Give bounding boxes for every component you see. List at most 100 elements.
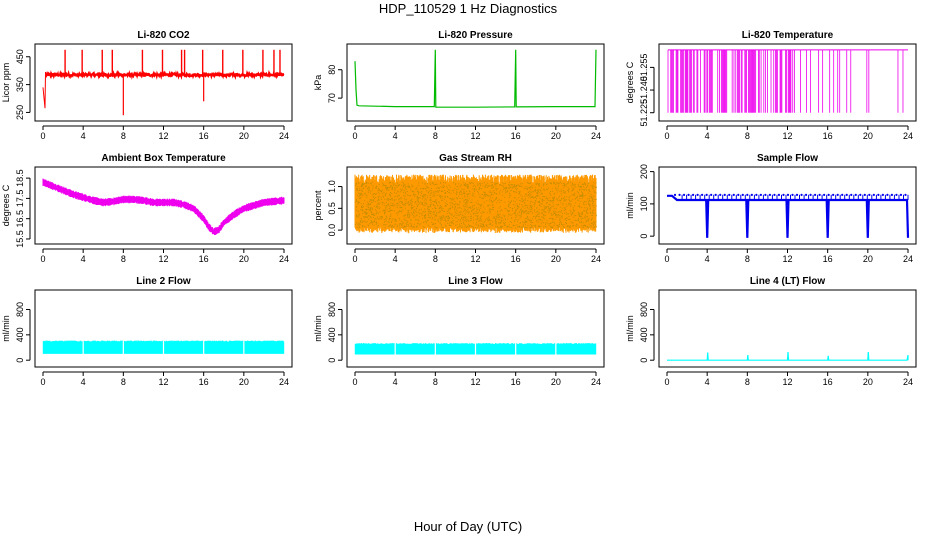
series-line [667,194,910,238]
plot-frame [346,289,605,368]
panel-8: Line 3 Flow 0 4 8 12 16 20 24 0 400 800 ml/min [313,276,605,387]
sample-flow-point [872,193,875,196]
x-tick-label: 0 [352,377,357,387]
sample-flow-point [732,193,735,196]
x-tick-label: 20 [863,131,873,141]
x-tick-label: 12 [470,254,480,264]
x-tick-label: 24 [279,131,289,141]
sample-flow-point [818,193,821,196]
y-tick-label: 0 [639,234,649,239]
sample-flow-point [877,193,880,196]
panel-4: Ambient Box Temperature 0 4 8 12 16 20 24 15.5 16… [1,153,293,264]
x-tick-label: 16 [823,131,833,141]
x-tick-label: 8 [433,377,438,387]
series-line [354,49,597,108]
sample-flow-point [746,193,749,196]
sample-flow-point [836,193,839,196]
series-1 [42,49,285,116]
panel-title: Line 2 Flow [136,276,191,287]
panel-2: Li-820 Pressure 0 4 8 12 16 20 24 70 80 kPa [313,30,605,141]
x-tick-label: 4 [393,131,398,141]
sample-flow-point [768,193,772,196]
x-tick-label: 20 [239,131,249,141]
sample-flow-point [723,193,726,196]
y-tick-label: 0.0 [327,224,337,237]
x-tick-label: 0 [40,131,45,141]
x-tick-label: 4 [81,377,86,387]
y-tick-label: 450 [15,49,25,64]
sample-flow-point [696,193,699,196]
y-tick-label: 400 [639,327,649,342]
panel-title: Sample Flow [757,153,818,164]
x-tick-label: 24 [591,131,601,141]
x-tick-label: 16 [823,377,833,387]
series-8 [354,342,597,356]
sample-flow-point [782,193,785,196]
y-tick-label: 0 [15,358,25,363]
y-axis-label: Licor ppm [1,63,11,103]
sample-flow-point [832,193,835,196]
y-axis-label: ml/min [625,192,635,219]
x-tick-label: 4 [705,377,710,387]
y-tick-label: 16.5 [15,210,25,228]
y-tick-label: 70 [327,93,337,103]
series-3 [667,49,908,113]
panel-title: Line 4 (LT) Flow [750,276,826,287]
series-4 [42,178,285,235]
sample-flow-point [759,193,762,196]
x-tick-label: 12 [470,377,480,387]
sample-flow-point [737,193,740,196]
sample-flow-point [710,193,713,196]
panel-title: Line 3 Flow [448,276,503,287]
x-tick-label: 0 [40,377,45,387]
panel-7: Line 2 Flow 0 4 8 12 16 20 24 0 400 800 ml/min [1,276,293,387]
x-tick-label: 24 [903,254,913,264]
plot-frame [346,43,605,122]
sample-flow-point [687,193,690,196]
panel-title: Li-820 Temperature [742,30,834,41]
x-tick-label: 4 [81,254,86,264]
x-tick-label: 8 [121,254,126,264]
x-tick-label: 0 [40,254,45,264]
y-tick-label: 400 [15,327,25,342]
x-tick-label: 0 [664,377,669,387]
x-tick-label: 20 [551,131,561,141]
sample-flow-point [773,193,776,196]
x-tick-label: 0 [352,254,357,264]
figure-title: HDP_110529 1 Hz Diagnostics [379,1,558,16]
panel-title: Gas Stream RH [439,153,512,164]
y-tick-label: 1.0 [327,180,337,193]
sample-flow-point [899,193,903,196]
sample-flow-point [705,193,708,196]
y-axis-label: degrees C [1,184,11,226]
series-5 [354,174,597,234]
y-tick-label: 800 [327,302,337,317]
x-tick-label: 8 [121,377,126,387]
sample-flow-point [777,193,781,196]
x-tick-label: 20 [863,254,873,264]
y-axis-label: kPa [313,75,323,91]
x-tick-label: 12 [158,254,168,264]
panel-title: Li-820 CO2 [137,30,190,41]
x-tick-label: 8 [433,254,438,264]
sample-flow-point [750,193,753,196]
x-tick-label: 12 [782,254,792,264]
x-tick-label: 16 [511,254,521,264]
x-tick-label: 20 [551,377,561,387]
y-tick-label: 0.5 [327,202,337,215]
y-tick-label: 15.5 [15,230,25,248]
y-tick-label: 0 [327,358,337,363]
x-tick-label: 0 [664,131,669,141]
sample-flow-ticks [681,194,909,200]
sample-flow-point [881,193,884,196]
x-tick-label: 8 [745,377,750,387]
x-tick-label: 16 [199,131,209,141]
x-tick-label: 8 [745,131,750,141]
x-tick-label: 8 [121,131,126,141]
sample-flow-point [886,193,889,196]
series-7 [42,339,285,356]
plot-frame [658,289,917,368]
y-tick-label: 17.5 [15,190,25,208]
x-tick-label: 16 [199,377,209,387]
sample-flow-point [904,193,907,196]
